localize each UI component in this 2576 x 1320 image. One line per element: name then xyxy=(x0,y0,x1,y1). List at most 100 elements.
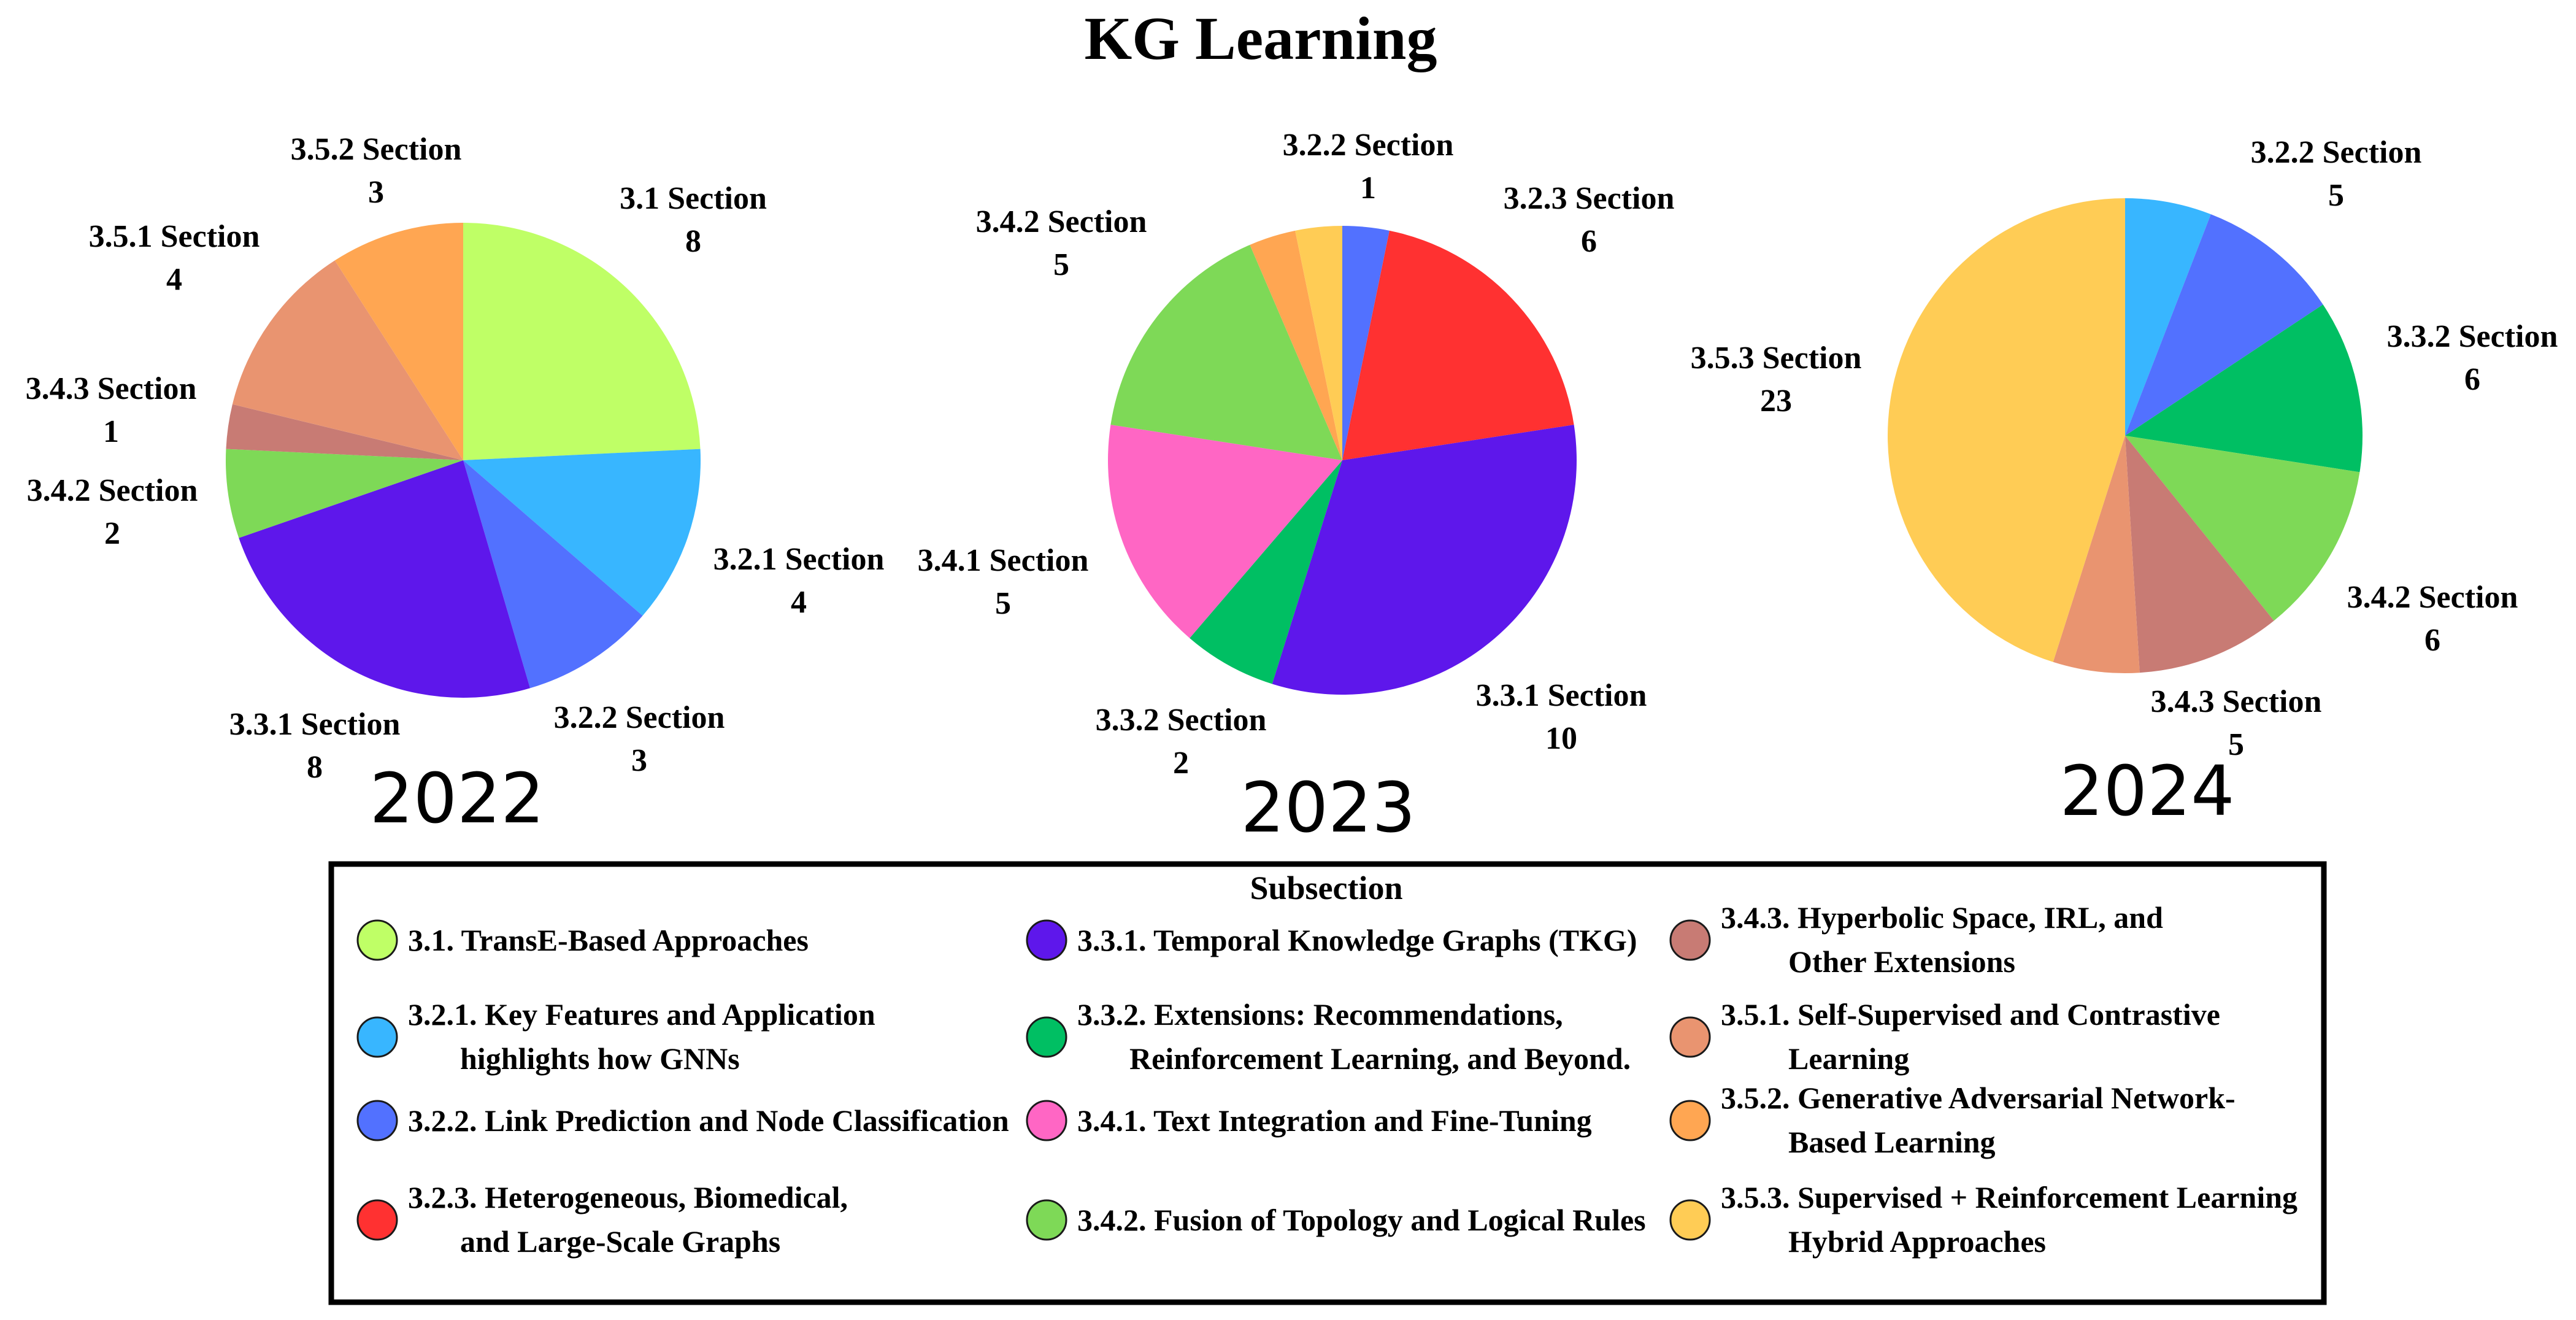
pie-slice-2022-3.5.2 xyxy=(334,223,463,460)
pie-2022: 3.1 Section 8 3.2.1 Section 4 3.2.2 Section 3… xyxy=(26,132,885,839)
legend: 3.1. TransE-Based Approaches 3.2.1. Key F… xyxy=(356,900,2297,1259)
legend-label-3.3.1: 3.3.1. Temporal Knowledge Graphs (TKG) xyxy=(1077,923,1637,957)
pie-2023: 3.2.2 Section 1 3.2.3 Section 6 3.3.1 Sectio… xyxy=(918,128,1675,848)
legend-label-3.2.3-line1: 3.2.3. Heterogeneous, Biomedical, xyxy=(408,1180,848,1214)
year-label-2024: 2024 xyxy=(2059,752,2234,832)
chart-title: KG Learning xyxy=(1084,4,1437,72)
slice-label-2024-3.4.3: 3.4.3 Section xyxy=(2151,684,2322,719)
pie-slice-2024-3.4.2 xyxy=(2125,436,2360,621)
slice-label-2024-3.2.2: 3.2.2 Section xyxy=(2251,135,2422,170)
legend-label-3.5.3-line1: 3.5.3. Supervised + Reinforcement Learni… xyxy=(1721,1180,2297,1214)
slice-value-2023-3.2.3: 6 xyxy=(1581,224,1597,259)
slice-value-2024-3.4.3: 5 xyxy=(2228,727,2244,762)
pie-slice-2024-3.2.1 xyxy=(2125,198,2211,436)
pie-slice-2023-3.3.1 xyxy=(1272,425,1577,695)
pie-slice-2023-3.2.3 xyxy=(1342,230,1574,460)
legend-label-3.5.2-line2: Based Learning xyxy=(1788,1125,1996,1159)
slice-label-2023-3.4.1: 3.4.1 Section xyxy=(918,543,1089,578)
legend-title: Subsection xyxy=(1250,870,1402,906)
slice-value-2022-3.1: 8 xyxy=(685,224,701,259)
legend-swatch-3.5.2 xyxy=(1669,1100,1711,1141)
slice-value-2024-3.3.2: 6 xyxy=(2464,362,2480,397)
slice-label-2022-3.1: 3.1 Section xyxy=(620,181,767,216)
slice-label-2023-3.3.2: 3.3.2 Section xyxy=(1096,703,1267,738)
legend-label-3.5.2-line1: 3.5.2. Generative Adversarial Network- xyxy=(1721,1081,2236,1115)
slice-label-2022-3.3.1: 3.3.1 Section xyxy=(229,707,401,742)
slice-label-2022-3.5.2: 3.5.2 Section xyxy=(291,132,462,167)
pie-slice-2022-3.2.1 xyxy=(463,449,701,616)
slice-label-2024-3.3.2: 3.3.2 Section xyxy=(2387,319,2558,354)
year-label-2023: 2023 xyxy=(1240,768,1415,848)
slice-value-2022-3.4.3: 1 xyxy=(103,414,119,449)
slice-value-2023-3.4.2: 5 xyxy=(1053,247,1069,282)
slice-label-2024-3.5.3: 3.5.3 Section xyxy=(1691,341,1862,376)
legend-label-3.4.1: 3.4.1. Text Integration and Fine-Tuning xyxy=(1077,1103,1592,1138)
legend-swatch-3.4.2 xyxy=(1026,1199,1067,1241)
pie-slice-2022-3.4.2 xyxy=(226,449,463,538)
pie-slice-2024-3.5.3 xyxy=(1887,198,2125,662)
slice-label-2022-3.4.2: 3.4.2 Section xyxy=(27,473,198,508)
legend-swatch-3.5.1 xyxy=(1669,1016,1711,1058)
legend-swatch-3.2.1 xyxy=(356,1016,398,1058)
slice-value-2022-3.2.2: 3 xyxy=(631,743,647,778)
slice-value-2022-3.4.2: 2 xyxy=(104,516,120,551)
legend-swatch-3.5.3 xyxy=(1669,1199,1711,1241)
pie-slice-2024-3.5.1 xyxy=(2053,436,2140,673)
legend-label-3.2.2: 3.2.2. Link Prediction and Node Classifi… xyxy=(408,1103,1009,1138)
slice-value-2022-3.5.2: 3 xyxy=(368,175,384,210)
slice-label-2022-3.2.2: 3.2.2 Section xyxy=(554,700,725,735)
legend-swatch-3.3.2 xyxy=(1026,1016,1067,1058)
slice-label-2023-3.2.3: 3.2.3 Section xyxy=(1504,181,1675,216)
legend-label-3.4.3-line1: 3.4.3. Hyperbolic Space, IRL, and xyxy=(1721,900,2163,935)
slice-value-2022-3.2.1: 4 xyxy=(791,585,807,620)
pie-slice-2022-3.3.1 xyxy=(239,460,531,698)
pie-slice-2024-3.3.2 xyxy=(2125,304,2363,473)
legend-label-3.4.3-line2: Other Extensions xyxy=(1788,944,2015,979)
legend-swatch-3.2.3 xyxy=(356,1199,398,1241)
slice-value-2023-3.2.2: 1 xyxy=(1360,171,1376,206)
legend-label-3.4.2: 3.4.2. Fusion of Topology and Logical Ru… xyxy=(1077,1203,1646,1237)
pie-slice-2023-3.3.2 xyxy=(1190,460,1342,684)
legend-box xyxy=(328,861,2327,1305)
legend-swatch-3.2.2 xyxy=(356,1100,398,1141)
pie-slice-2024-3.2.2 xyxy=(2125,214,2323,436)
pie-slice-2022-3.5.1 xyxy=(232,260,463,460)
legend-label-3.3.2-line2: Reinforcement Learning, and Beyond. xyxy=(1129,1041,1631,1076)
slice-value-2024-3.5.3: 23 xyxy=(1760,384,1792,419)
pie-slice-2022-3.1 xyxy=(463,223,701,460)
legend-swatch-3.3.1 xyxy=(1026,919,1067,961)
slice-label-2022-3.5.1: 3.5.1 Section xyxy=(89,219,260,254)
pie-slice-2023-3.5.3 xyxy=(1295,226,1342,460)
pie-slice-2023-3.2.2 xyxy=(1342,226,1390,460)
slice-label-2022-3.2.1: 3.2.1 Section xyxy=(713,542,885,577)
legend-label-3.2.1-line2: highlights how GNNs xyxy=(460,1041,740,1076)
legend-label-3.5.3-line2: Hybrid Approaches xyxy=(1788,1224,2046,1259)
slice-value-2023-3.3.2: 2 xyxy=(1173,746,1189,781)
slice-label-2022-3.4.3: 3.4.3 Section xyxy=(26,371,197,406)
pie-slice-2023-3.4.1 xyxy=(1108,425,1342,638)
slice-value-2022-3.3.1: 8 xyxy=(307,750,323,785)
pie-slice-2022-3.4.3 xyxy=(226,404,463,460)
legend-label-3.5.1-line2: Learning xyxy=(1788,1041,1909,1076)
slice-label-2023-3.4.2: 3.4.2 Section xyxy=(976,204,1147,239)
slice-label-2024-3.4.2: 3.4.2 Section xyxy=(2347,580,2518,615)
slice-label-2023-3.3.1: 3.3.1 Section xyxy=(1476,678,1647,713)
legend-swatch-3.4.1 xyxy=(1026,1100,1067,1141)
legend-label-3.2.1-line1: 3.2.1. Key Features and Application xyxy=(408,997,875,1032)
slice-value-2024-3.4.2: 6 xyxy=(2424,623,2440,658)
slice-value-2024-3.2.2: 5 xyxy=(2328,178,2344,213)
year-label-2022: 2022 xyxy=(369,759,544,839)
pie-slice-2024-3.4.3 xyxy=(2125,436,2274,673)
legend-label-3.5.1-line1: 3.5.1. Self-Supervised and Contrastive xyxy=(1721,997,2220,1032)
slice-label-2023-3.2.2: 3.2.2 Section xyxy=(1283,128,1454,163)
pie-slice-2023-3.5.2 xyxy=(1250,230,1342,460)
legend-swatch-3.1 xyxy=(356,919,398,961)
pie-slice-2022-3.2.2 xyxy=(463,460,643,689)
legend-label-3.1: 3.1. TransE-Based Approaches xyxy=(408,923,809,957)
legend-swatch-3.4.3 xyxy=(1669,919,1711,961)
slice-value-2023-3.4.1: 5 xyxy=(995,586,1011,621)
legend-label-3.2.3-line2: and Large-Scale Graphs xyxy=(460,1224,780,1259)
pie-slice-2023-3.4.2 xyxy=(1110,244,1342,460)
legend-label-3.3.2-line1: 3.3.2. Extensions: Recommendations, xyxy=(1077,997,1563,1032)
